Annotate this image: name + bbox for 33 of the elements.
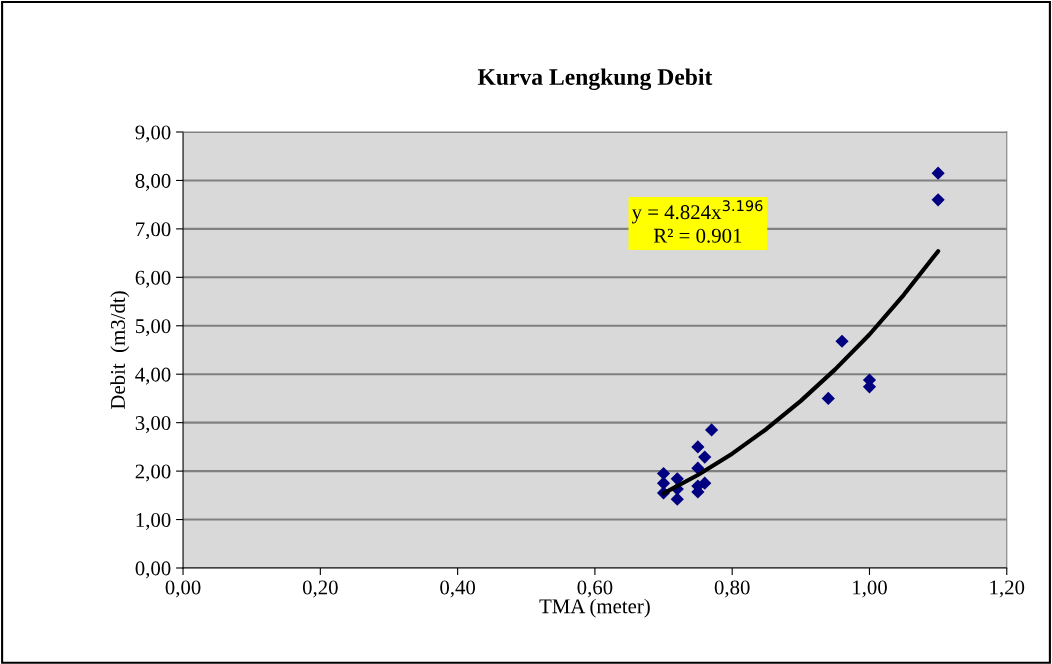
x-tick-label: 1,00: [853, 580, 887, 598]
y-tick-label: 9,00: [135, 125, 171, 143]
chart-title: Kurva Lengkung Debit: [477, 68, 713, 90]
point: [705, 423, 719, 437]
x-tick-label: 0,60: [577, 580, 613, 598]
y-tick-label: 2,00: [135, 464, 171, 482]
x-tick-label: 0,20: [302, 580, 338, 598]
y-tick-label: 3,00: [135, 416, 171, 434]
x-tick-label: 0,40: [440, 580, 476, 598]
y-tick-label: 5,00: [136, 319, 171, 337]
point: [670, 472, 684, 486]
y-tick-label: 6,00: [135, 270, 171, 288]
point: [691, 461, 705, 475]
x-tick-label: 1,20: [990, 580, 1025, 598]
y-tick-label: 1,00: [136, 512, 171, 530]
point: [835, 334, 849, 348]
annotation: y = 4.824x$^{3.196}$: [631, 200, 763, 224]
point: [931, 166, 945, 180]
point: [670, 492, 684, 506]
x-tick-label: 0,00: [165, 580, 201, 598]
point: [656, 466, 671, 481]
annotation: R² = 0.901: [653, 228, 742, 243]
y-tick-label: 8,00: [135, 173, 171, 191]
y-tick-label: 7,00: [136, 222, 171, 240]
x-axis-title: TMA (meter): [539, 598, 650, 618]
point: [698, 450, 712, 464]
x-tick-label: 0,80: [714, 580, 750, 598]
y-axis-title: Debit (m3/dt): [110, 291, 130, 409]
y-tick-label: 4,00: [135, 367, 171, 385]
point: [821, 391, 835, 406]
y-tick-label: 0,00: [135, 561, 171, 579]
point: [691, 440, 705, 454]
point: [931, 193, 945, 207]
